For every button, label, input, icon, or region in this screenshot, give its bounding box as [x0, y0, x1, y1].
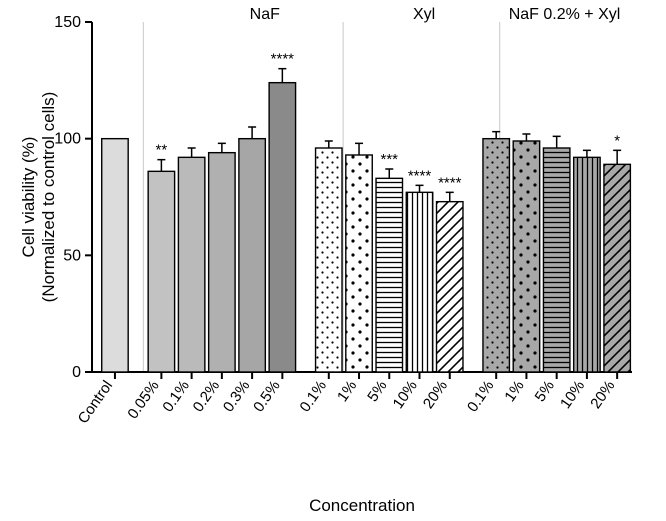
svg-text:Xyl: Xyl [413, 6, 435, 23]
svg-text:150: 150 [54, 14, 81, 31]
x-tick-label: 0.1% [464, 378, 498, 416]
x-tick-label: 5% [364, 378, 390, 406]
x-tick-label: Control [75, 378, 117, 427]
svg-text:NaF: NaF [250, 6, 280, 23]
svg-text:Cell viability (%)(Normalized: Cell viability (%)(Normalized to control… [19, 92, 58, 303]
x-axis-label: Concentration [309, 496, 415, 515]
significance-marker: **** [271, 51, 295, 68]
significance-marker: * [614, 132, 620, 149]
bar [604, 164, 630, 372]
svg-text:100: 100 [54, 131, 81, 148]
bar [483, 139, 509, 372]
bar [513, 141, 539, 372]
bar [239, 139, 265, 372]
x-tick-label: 10% [557, 378, 588, 412]
x-tick-label: 5% [532, 378, 558, 406]
viability-bar-chart: NaF Xyl NaF 0.2% + Xyl 0 50 100 150 Cell viabil… [0, 0, 666, 521]
x-tick-label: 0.1% [297, 378, 331, 416]
x-tick-label: 0.3% [220, 378, 254, 416]
x-tick-label: 0.1% [159, 378, 193, 416]
x-tick-label: 0.2% [190, 378, 224, 416]
bar [209, 153, 235, 372]
significance-marker: **** [408, 167, 432, 184]
bar [574, 157, 600, 372]
bar [316, 148, 342, 372]
x-tick-label: 10% [390, 378, 421, 412]
svg-text:NaF 0.2% + Xyl: NaF 0.2% + Xyl [509, 6, 621, 23]
x-tick-label: 1% [334, 378, 360, 406]
bar [437, 202, 463, 372]
svg-text:50: 50 [63, 247, 81, 264]
x-tick-label: 20% [420, 378, 451, 412]
bar [269, 83, 295, 372]
bar [178, 157, 204, 372]
x-tick-label: 20% [587, 378, 618, 412]
significance-marker: ** [156, 142, 168, 159]
bar [543, 148, 569, 372]
bar [102, 139, 128, 372]
x-tick-label: 1% [501, 378, 527, 406]
x-tick-label: 0.05% [124, 378, 162, 423]
bar [148, 171, 174, 372]
bar [376, 178, 402, 372]
significance-marker: **** [438, 174, 462, 191]
svg-text:0: 0 [72, 364, 81, 381]
significance-marker: *** [381, 151, 399, 168]
bar [346, 155, 372, 372]
x-tick-label: 0.5% [250, 378, 284, 416]
bar [406, 192, 432, 372]
